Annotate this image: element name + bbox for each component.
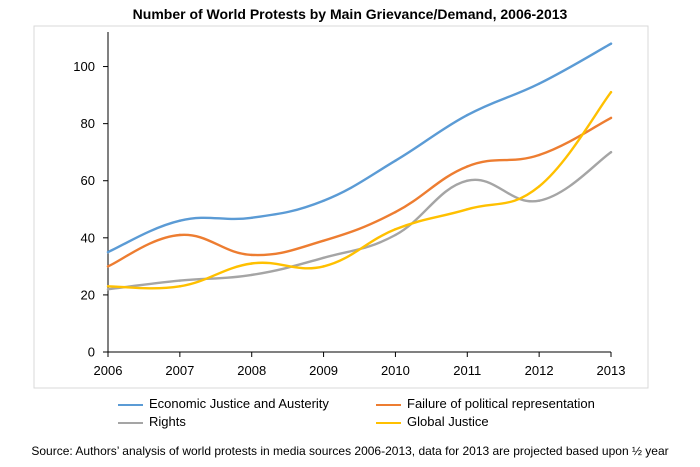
data-point-global-justice — [106, 285, 110, 288]
data-point-failure-of-political-representation — [178, 233, 182, 237]
data-point-failure-of-political-representation — [537, 153, 541, 157]
data-point-economic-justice-and-austerity — [394, 159, 397, 162]
x-tick-label: 2008 — [237, 363, 266, 378]
series-line-economic-justice-and-austerity — [106, 42, 613, 254]
data-point-global-justice — [394, 228, 397, 231]
legend-item: Global Justice — [376, 414, 489, 429]
data-point-economic-justice-and-austerity — [609, 42, 613, 45]
data-point-global-justice — [250, 262, 253, 265]
data-point-global-justice — [466, 208, 469, 211]
legend-label: Economic Justice and Austerity — [149, 396, 329, 411]
data-point-rights — [466, 179, 469, 182]
data-point-rights — [537, 199, 541, 202]
y-tick-label: 100 — [73, 59, 95, 74]
data-point-economic-justice-and-austerity — [466, 113, 469, 117]
data-point-rights — [250, 273, 253, 277]
data-point-economic-justice-and-austerity — [250, 216, 253, 220]
x-tick-label: 2009 — [309, 363, 338, 378]
data-point-rights — [106, 288, 110, 291]
x-tick-label: 2011 — [453, 363, 481, 378]
data-point-economic-justice-and-austerity — [178, 219, 182, 222]
series-line-rights — [106, 151, 613, 291]
y-tick-label: 60 — [81, 173, 95, 188]
legend-swatch — [376, 403, 401, 406]
plot-frame — [33, 25, 649, 389]
data-point-rights — [322, 256, 325, 259]
data-point-failure-of-political-representation — [394, 210, 397, 214]
data-point-failure-of-political-representation — [106, 265, 110, 268]
y-tick-label: 40 — [81, 230, 95, 245]
data-point-economic-justice-and-austerity — [322, 199, 325, 202]
x-tick-label: 2013 — [597, 363, 626, 378]
x-tick-label: 2006 — [94, 363, 123, 378]
legend-item: Failure of political representation — [376, 396, 595, 411]
legend-item: Economic Justice and Austerity — [118, 396, 329, 411]
data-point-rights — [394, 233, 397, 237]
legend-label: Rights — [149, 414, 186, 429]
data-point-global-justice — [322, 265, 325, 268]
data-point-global-justice — [178, 285, 182, 288]
series-line-failure-of-political-representation — [106, 116, 613, 268]
data-point-rights — [609, 150, 613, 154]
x-tick-label: 2007 — [165, 363, 194, 378]
legend-label: Global Justice — [407, 414, 489, 429]
data-point-global-justice — [537, 185, 541, 188]
chart-title: Number of World Protests by Main Grievan… — [132, 6, 568, 22]
y-tick-label: 0 — [88, 345, 95, 360]
data-point-rights — [178, 279, 182, 282]
data-point-failure-of-political-representation — [322, 239, 325, 242]
legend-item: Rights — [118, 414, 186, 429]
data-point-failure-of-political-representation — [250, 253, 253, 257]
legend-swatch — [376, 421, 401, 424]
data-point-failure-of-political-representation — [609, 116, 613, 120]
series-line-global-justice — [106, 91, 613, 290]
x-tick-label: 2012 — [525, 363, 554, 378]
data-point-economic-justice-and-austerity — [537, 82, 541, 85]
y-tick-label: 80 — [81, 116, 95, 131]
legend-label: Failure of political representation — [407, 396, 595, 411]
legend-swatch — [118, 403, 143, 406]
legend-swatch — [118, 421, 143, 424]
x-tick-label: 2010 — [381, 363, 410, 378]
data-point-economic-justice-and-austerity — [106, 250, 110, 254]
y-tick-label: 20 — [81, 287, 95, 302]
source-note: Source: Authors’ analysis of world prote… — [31, 444, 669, 458]
data-point-failure-of-political-representation — [466, 165, 469, 168]
data-point-global-justice — [609, 91, 613, 94]
